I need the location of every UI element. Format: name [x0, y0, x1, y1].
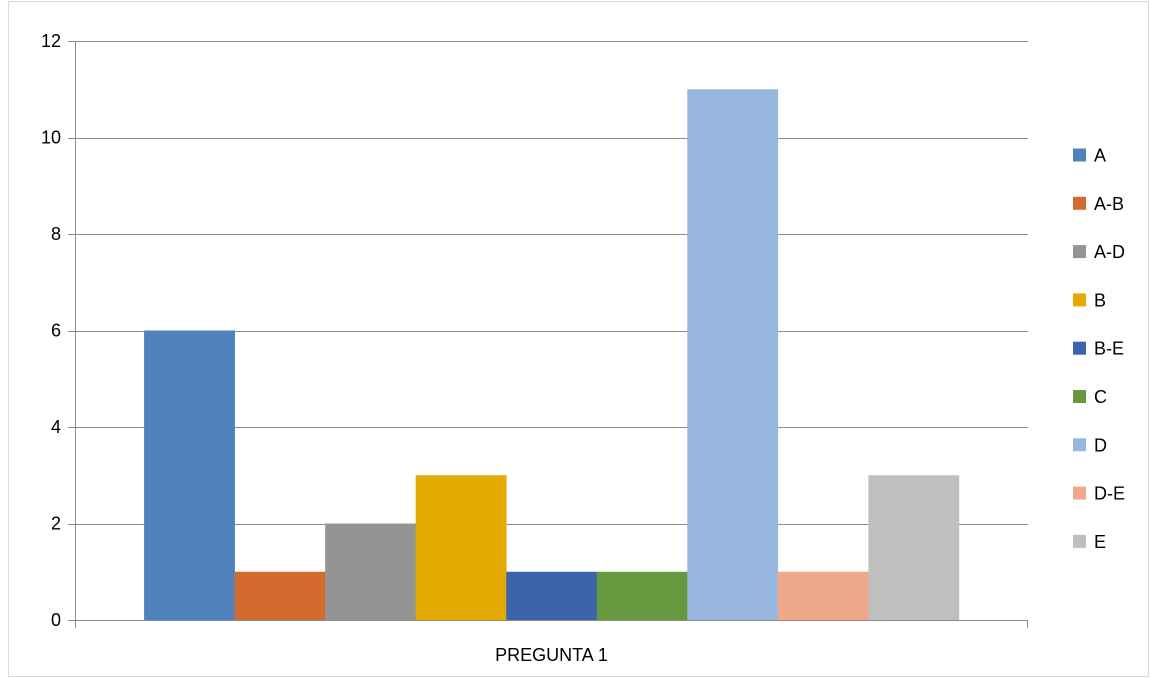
legend-swatch [1073, 148, 1086, 162]
legend-swatch [1073, 341, 1086, 355]
x-category-label: PREGUNTA 1 [495, 645, 608, 665]
legend-swatch [1073, 390, 1086, 403]
x-category-labels: PREGUNTA 1 [495, 645, 608, 665]
y-tick-label: 6 [51, 321, 61, 341]
legend-item-b: B [1073, 290, 1106, 310]
legend-label: B [1094, 290, 1106, 310]
legend-label: A-B [1094, 194, 1124, 214]
legend-swatch [1073, 534, 1086, 548]
legend-item-d-e: D-E [1073, 484, 1125, 504]
legend-label: A-D [1094, 242, 1125, 262]
bars [144, 89, 960, 620]
bar-a-d [325, 523, 416, 620]
y-tick-labels: 0 2 4 6 8 10 12 [41, 31, 61, 630]
y-tick-label: 8 [51, 224, 61, 244]
bar-d [687, 89, 779, 620]
legend-swatch [1073, 196, 1086, 210]
y-tick-label: 10 [41, 128, 61, 148]
axes [68, 41, 1028, 628]
legend-item-b-e: B-E [1073, 339, 1124, 359]
bar-a-b [234, 571, 326, 620]
legend-item-a-b: A-B [1073, 194, 1124, 214]
bar-d-e [777, 571, 869, 620]
legend-swatch [1073, 486, 1086, 500]
bar-b-e [506, 571, 598, 620]
y-tick-label: 12 [41, 31, 61, 51]
legend-label: D-E [1094, 484, 1125, 504]
y-tick-label: 2 [51, 514, 61, 534]
legend-swatch [1073, 245, 1086, 259]
legend-item-a-d: A-D [1073, 242, 1125, 262]
bar-e [868, 475, 960, 620]
legend: A A-B A-D B B-E C D D-E E [1073, 146, 1125, 552]
legend-item-c: C [1073, 387, 1107, 407]
legend-label: A [1094, 146, 1106, 166]
legend-label: B-E [1094, 339, 1124, 359]
legend-label: D [1094, 435, 1107, 455]
legend-label: E [1094, 532, 1106, 552]
bar-c [596, 571, 688, 620]
legend-item-a: A [1073, 146, 1106, 166]
legend-swatch [1073, 438, 1086, 452]
bar-a [144, 330, 235, 620]
legend-label: C [1094, 387, 1107, 407]
legend-swatch [1073, 293, 1086, 307]
y-tick-label: 0 [51, 610, 61, 630]
bar-b [415, 475, 507, 620]
legend-item-e: E [1073, 532, 1106, 552]
legend-item-d: D [1073, 435, 1107, 455]
y-tick-label: 4 [51, 417, 61, 437]
